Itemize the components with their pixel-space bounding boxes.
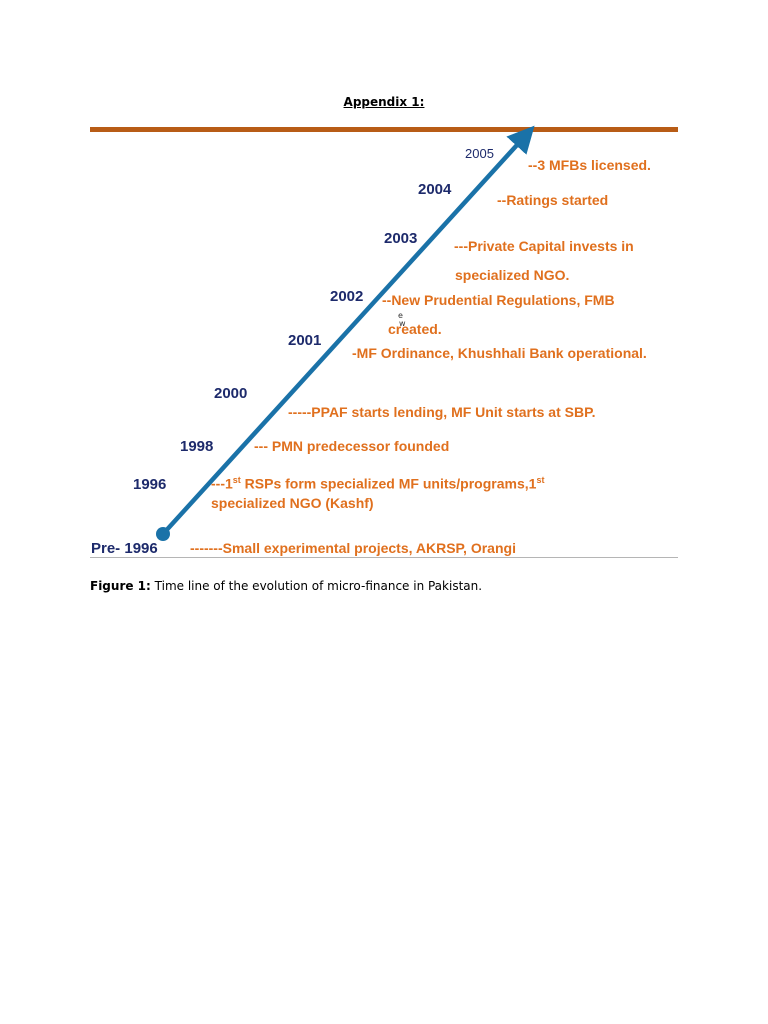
timeline-start-dot: [156, 527, 170, 541]
event-1996-prefix: ---1: [211, 475, 233, 492]
event-2004: --Ratings started: [497, 192, 609, 208]
event-1996-line2: specialized NGO (Kashf): [211, 495, 374, 511]
timeline-arrow-shaft: [161, 125, 535, 536]
top-rule: [90, 127, 678, 132]
stray-glyph-e: e: [398, 311, 403, 320]
event-2005: --3 MFBs licensed.: [528, 157, 651, 173]
event-1996-sup-2: st: [536, 475, 545, 485]
event-2002-line2: created.: [388, 321, 442, 337]
event-2001: -MF Ordinance, Khushhali Bank operationa…: [352, 345, 647, 361]
bottom-rule: [90, 557, 678, 558]
year-1998: 1998: [180, 438, 214, 455]
year-2002: 2002: [330, 288, 364, 305]
event-2002-line1: --New Prudential Regulations, FMB: [382, 292, 615, 308]
figure-caption: Figure 1: Time line of the evolution of …: [90, 579, 482, 593]
timeline-figure: 2005 2004 2003 2002 2001 2000 1998 1996 …: [90, 125, 678, 558]
year-2003: 2003: [384, 230, 418, 247]
year-2005: 2005: [465, 146, 494, 161]
event-1996-sup-1: st: [232, 475, 241, 485]
event-2003-line1: ---Private Capital invests in: [454, 238, 634, 254]
year-2004: 2004: [418, 181, 452, 198]
caption-text: Time line of the evolution of micro-fina…: [150, 579, 483, 593]
caption-label: Figure 1:: [90, 579, 151, 593]
event-1996-text: RSPs form specialized MF units/programs,…: [240, 475, 537, 492]
event-2000: -----PPAF starts lending, MF Unit starts…: [288, 404, 596, 420]
event-2003-line2: specialized NGO.: [455, 267, 570, 283]
stray-glyph-w: w: [399, 319, 406, 328]
year-pre-1996: Pre- 1996: [91, 540, 158, 557]
year-2001: 2001: [288, 332, 322, 349]
year-2000: 2000: [214, 385, 248, 402]
timeline-arrow: [156, 125, 535, 541]
event-1996-line1: ---1st RSPs form specialized MF units/pr…: [211, 475, 544, 492]
page-title: Appendix 1:: [343, 95, 425, 109]
event-1998: --- PMN predecessor founded: [254, 438, 450, 454]
year-1996: 1996: [133, 476, 167, 493]
event-pre-1996: -------Small experimental projects, AKRS…: [190, 540, 516, 556]
